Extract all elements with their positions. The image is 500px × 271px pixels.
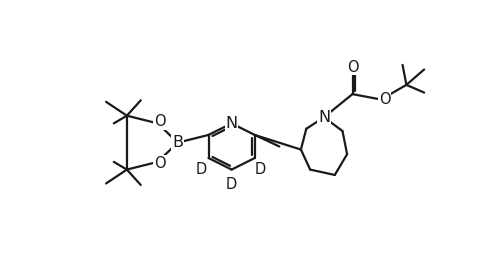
Text: O: O bbox=[154, 114, 166, 129]
Text: D: D bbox=[254, 162, 266, 177]
Text: N: N bbox=[318, 110, 330, 125]
Text: D: D bbox=[226, 178, 237, 192]
Text: O: O bbox=[346, 60, 358, 75]
Text: O: O bbox=[154, 156, 166, 171]
Text: D: D bbox=[195, 162, 206, 177]
Text: N: N bbox=[226, 116, 237, 131]
Text: B: B bbox=[172, 135, 183, 150]
Text: O: O bbox=[379, 92, 390, 107]
